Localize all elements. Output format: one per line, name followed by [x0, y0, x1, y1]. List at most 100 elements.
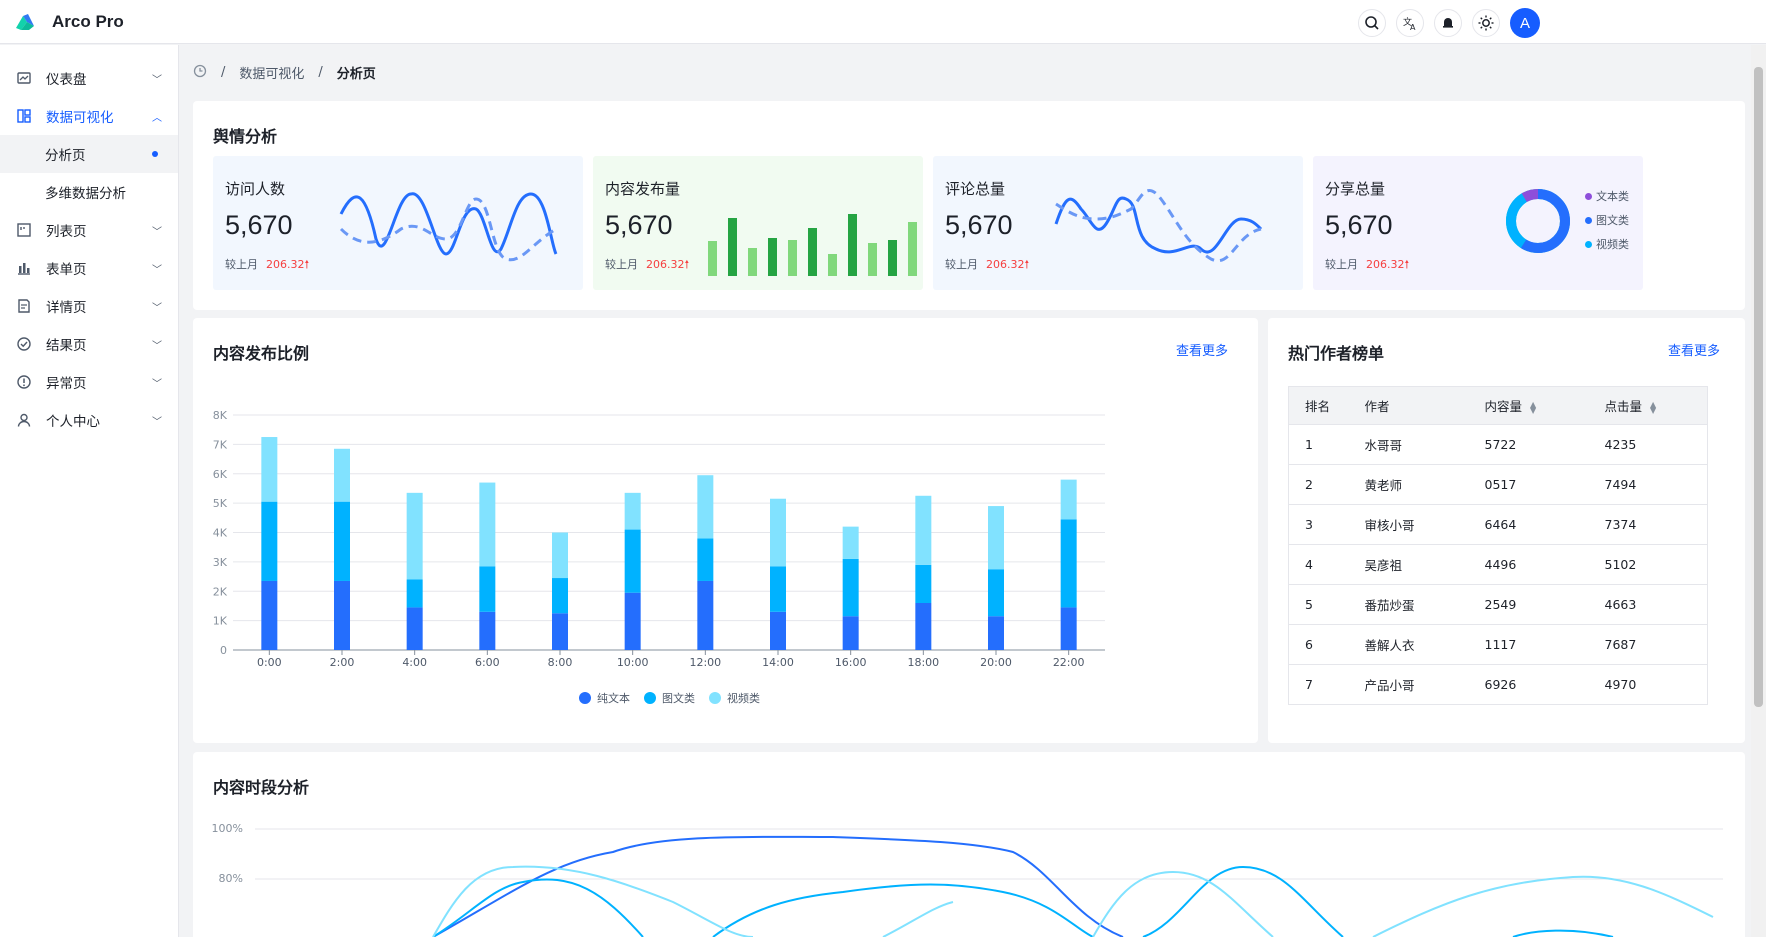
- bar-segment[interactable]: [915, 603, 932, 650]
- stat-card-visitors: 访问人数 5,670 较上月 206.32🠕: [213, 156, 583, 290]
- bar-segment[interactable]: [261, 437, 278, 502]
- bar-segment[interactable]: [261, 501, 278, 581]
- bar-segment[interactable]: [334, 501, 350, 581]
- view-more-link[interactable]: 查看更多: [1175, 344, 1228, 359]
- bar-segment[interactable]: [406, 492, 423, 580]
- legend-swatch[interactable]: [579, 692, 591, 704]
- bar-segment[interactable]: [261, 580, 278, 650]
- scrollbar-thumb[interactable]: [1754, 67, 1763, 707]
- stat-card-shares: 分享总量 5,670 较上月 206.32🠕 文本类 图文类 视频类: [1313, 156, 1643, 290]
- bar-segment[interactable]: [479, 611, 496, 650]
- bar-segment[interactable]: [842, 558, 859, 617]
- series-line-image: [432, 865, 1614, 937]
- bar-segment[interactable]: [624, 492, 641, 530]
- sidebar-subitem-multi-dimension[interactable]: 多维数据分析: [0, 173, 178, 211]
- notification-bell-icon[interactable]: [1434, 9, 1462, 37]
- avatar[interactable]: A: [1510, 8, 1540, 38]
- sort-icon[interactable]: ▲ ▼: [1530, 399, 1537, 415]
- sort-icon[interactable]: ▲ ▼: [1650, 399, 1657, 415]
- bar-segment[interactable]: [697, 538, 714, 581]
- table-cell: 7687: [1588, 624, 1708, 665]
- series-line-text: [432, 835, 1124, 937]
- detail-icon: [16, 298, 32, 314]
- bar-segment[interactable]: [988, 569, 1004, 617]
- bar-segment[interactable]: [552, 532, 568, 579]
- table-cell: 0517: [1468, 464, 1589, 505]
- sidebar-item-form[interactable]: 表单页 ﹀: [0, 249, 178, 287]
- bar-segment[interactable]: [770, 611, 786, 650]
- list-icon: [16, 222, 32, 238]
- table-row[interactable]: 6 善解人衣 1117 7687: [1288, 624, 1708, 665]
- breadcrumb-item[interactable]: 数据可视化: [239, 67, 305, 82]
- sidebar-item-dashboard[interactable]: 仪表盘 ﹀: [0, 59, 178, 97]
- bar-segment[interactable]: [842, 526, 859, 559]
- bar-segment[interactable]: [624, 592, 641, 650]
- search-icon[interactable]: [1358, 9, 1386, 37]
- bar-segment[interactable]: [770, 566, 786, 612]
- page-scrollbar[interactable]: [1751, 45, 1766, 937]
- y-tick-label: 6K: [213, 468, 228, 481]
- column-header-content[interactable]: 内容量 ▲ ▼: [1468, 386, 1589, 425]
- sidebar-item-user-center[interactable]: 个人中心 ﹀: [0, 401, 178, 439]
- view-more-link[interactable]: 查看更多: [1667, 344, 1720, 359]
- legend-item[interactable]: 文本类: [1585, 184, 1629, 208]
- bar-segment[interactable]: [988, 616, 1004, 650]
- sidebar-item-visualization[interactable]: 数据可视化 ︿: [0, 97, 178, 135]
- bar-segment[interactable]: [334, 448, 350, 502]
- bar-segment[interactable]: [988, 506, 1004, 570]
- x-tick-label: 2:00: [330, 656, 355, 669]
- breadcrumb-home-icon[interactable]: [193, 64, 207, 82]
- sidebar-item-exception[interactable]: 异常页 ﹀: [0, 363, 178, 401]
- bar-segment[interactable]: [1060, 607, 1077, 650]
- legend-swatch[interactable]: [709, 692, 721, 704]
- legend-label[interactable]: 视频类: [727, 691, 760, 705]
- bar-segment[interactable]: [552, 613, 568, 650]
- table-row[interactable]: 4 吴彦祖 4496 5102: [1288, 544, 1708, 585]
- table-row[interactable]: 3 审核小哥 6464 7374: [1288, 504, 1708, 545]
- legend-item[interactable]: 图文类: [1585, 208, 1629, 232]
- bar-segment[interactable]: [624, 529, 641, 593]
- sidebar-item-detail[interactable]: 详情页 ﹀: [0, 287, 178, 325]
- y-tick-label: 1K: [213, 615, 228, 628]
- chevron-down-icon: ﹀: [152, 341, 162, 352]
- bar-segment[interactable]: [334, 580, 350, 650]
- table-cell: 6464: [1468, 504, 1589, 545]
- bar-segment[interactable]: [479, 482, 496, 567]
- bar-segment[interactable]: [552, 578, 568, 614]
- table-row[interactable]: 7 产品小哥 6926 4970: [1288, 664, 1708, 705]
- legend-label[interactable]: 纯文本: [597, 691, 630, 705]
- bar-segment[interactable]: [1060, 519, 1077, 608]
- mini-bar: [748, 248, 757, 276]
- bar-segment[interactable]: [915, 564, 932, 603]
- legend-item[interactable]: 视频类: [1585, 232, 1629, 256]
- legend-label[interactable]: 图文类: [662, 691, 695, 705]
- x-tick-label: 22:00: [1053, 656, 1085, 669]
- bar-segment[interactable]: [406, 579, 423, 608]
- column-header-clicks[interactable]: 点击量 ▲ ▼: [1588, 386, 1708, 425]
- table-row[interactable]: 5 番茄炒蛋 2549 4663: [1288, 584, 1708, 625]
- sidebar-item-result[interactable]: 结果页 ﹀: [0, 325, 178, 363]
- bar-segment[interactable]: [1060, 479, 1077, 520]
- bar-segment[interactable]: [770, 498, 786, 567]
- mini-bar: [768, 238, 777, 276]
- legend-swatch[interactable]: [644, 692, 656, 704]
- bar-segment[interactable]: [842, 616, 859, 650]
- sidebar-item-list[interactable]: 列表页 ﹀: [0, 211, 178, 249]
- stat-card-publish: 内容发布量 5,670 较上月 206.32🠕: [593, 156, 923, 290]
- theme-sun-icon[interactable]: [1472, 9, 1500, 37]
- bar-segment[interactable]: [406, 607, 423, 650]
- visitors-sparkline: [339, 192, 558, 262]
- share-legend: 文本类 图文类 视频类: [1585, 184, 1629, 256]
- table-cell: 6: [1288, 624, 1349, 665]
- bar-segment[interactable]: [479, 566, 496, 612]
- publish-mini-bars: [708, 214, 917, 276]
- sidebar-subitem-analysis[interactable]: 分析页: [0, 135, 178, 173]
- bar-segment[interactable]: [915, 495, 932, 565]
- breadcrumb-separator: /: [318, 65, 323, 80]
- bar-segment[interactable]: [697, 580, 714, 650]
- table-row[interactable]: 2 黄老师 0517 7494: [1288, 464, 1708, 505]
- table-row[interactable]: 1 水哥哥 5722 4235: [1288, 424, 1708, 465]
- bar-segment[interactable]: [697, 475, 714, 539]
